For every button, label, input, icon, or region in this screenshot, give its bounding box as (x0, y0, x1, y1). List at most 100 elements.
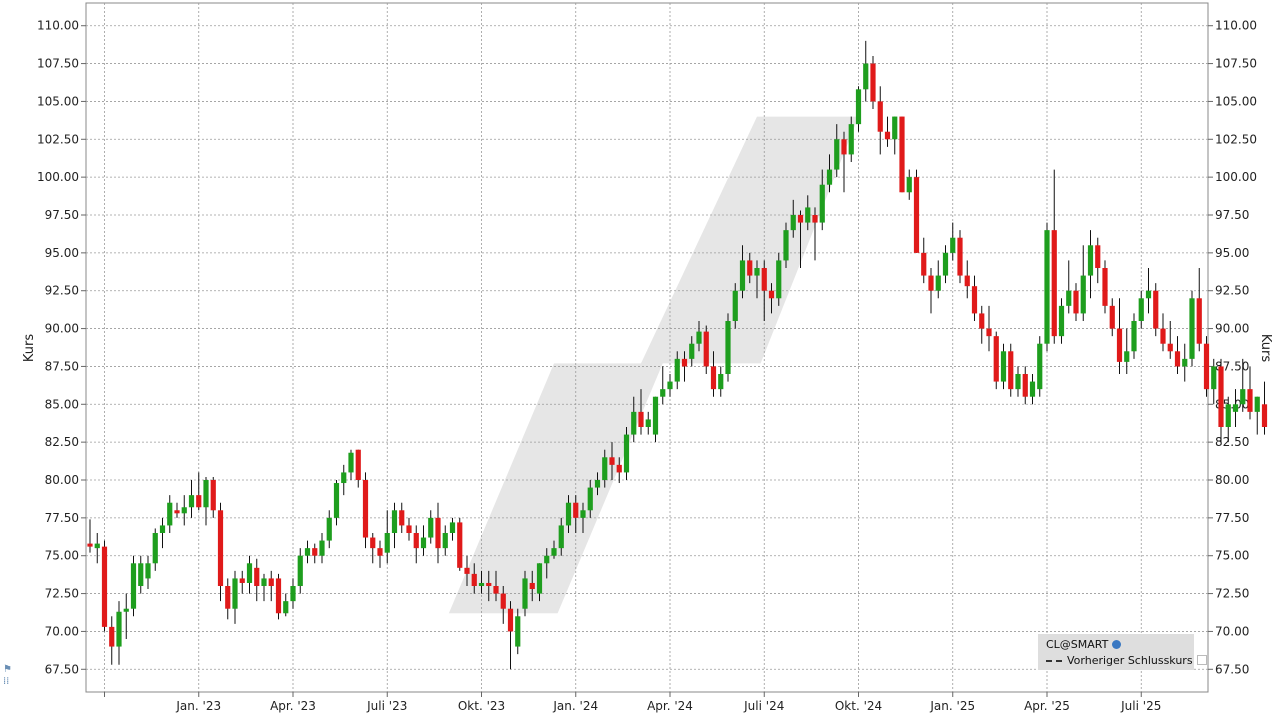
candle-body-up (116, 611, 122, 647)
candle-body-up (776, 260, 782, 299)
candle-body-up (739, 260, 746, 291)
candle-body-down (1022, 374, 1028, 397)
candle-body-down (877, 101, 883, 132)
candle-body-down (399, 510, 405, 526)
candle-body-up (515, 616, 521, 647)
candle-body-down (370, 537, 376, 549)
candle-body-down (616, 464, 622, 473)
candle-body-up (1182, 358, 1188, 367)
x-tick-label: Jan. '23 (175, 699, 221, 713)
candle-body-up (341, 472, 347, 484)
candle-body-down (971, 286, 978, 314)
candle-body-up (544, 555, 550, 564)
x-tick-label: Jan. '24 (552, 699, 598, 713)
candle-body-up (790, 215, 796, 231)
x-tick-label: Okt. '24 (835, 699, 882, 713)
y-tick-label-right: 92.50 (1215, 284, 1249, 298)
candle-body-up (602, 457, 608, 480)
candle-body-up (152, 533, 158, 564)
y-tick-label-right: 70.00 (1215, 624, 1249, 638)
candle-body-down (377, 548, 383, 556)
y-tick-label-left: 102.50 (37, 132, 79, 146)
candle-body-up (1138, 298, 1144, 321)
candle-body-up (1066, 290, 1072, 306)
candle-body-up (834, 139, 840, 170)
candle-body-up (319, 540, 325, 556)
candle-body-down (355, 449, 361, 480)
checkbox-icon[interactable] (1196, 655, 1207, 665)
y-tick-label-right: 97.50 (1215, 208, 1249, 222)
candle-body-up (326, 517, 332, 541)
candle-body-up (587, 487, 593, 511)
candle-body-up (1211, 366, 1217, 390)
candle-body-up (145, 563, 151, 579)
candle-body-down (1196, 298, 1202, 344)
candle-body-down (493, 586, 499, 594)
candle-body-down (1160, 328, 1166, 344)
y-tick-label-left: 100.00 (37, 170, 79, 184)
candle-body-up (855, 89, 862, 125)
candle-body-up (130, 563, 137, 609)
candle-body-up (805, 207, 811, 223)
candle-body-up (391, 510, 398, 533)
candle-body-down (957, 237, 963, 276)
y-axis-title-left: Kurs (22, 334, 37, 362)
candle-body-down (964, 275, 970, 287)
y-tick-label-left: 75.00 (45, 549, 79, 563)
candle-body-up (892, 116, 898, 140)
y-tick-label-right: 82.50 (1215, 435, 1249, 449)
x-tick-label: Okt. '23 (458, 699, 505, 713)
candle-body-down (1167, 343, 1173, 352)
candle-body-up (906, 177, 912, 193)
candle-body-down (196, 495, 202, 508)
y-tick-label-left: 90.00 (45, 322, 79, 336)
candle-body-down (529, 582, 535, 590)
candle-body-up (551, 548, 557, 556)
candle-body-up (631, 411, 637, 435)
candle-body-down (362, 480, 369, 538)
candle-body-up (696, 331, 702, 344)
candle-body-up (1145, 290, 1152, 299)
candle-body-up (1087, 245, 1094, 276)
candle-body-up (1058, 305, 1065, 337)
candle-body-up (167, 502, 173, 526)
candle-body-down (1203, 343, 1210, 390)
chart-legend: CL@SMART Vorheriger Schlusskurs (1038, 634, 1207, 670)
candle-body-up (826, 169, 833, 185)
candle-body-up (848, 124, 854, 155)
dashed-line-icon (1046, 660, 1062, 662)
x-tick-label: Jan. '25 (929, 699, 975, 713)
candle-body-up (1232, 404, 1239, 412)
candle-body-up (123, 608, 129, 612)
y-tick-label-left: 110.00 (37, 19, 79, 33)
x-tick-label: Apr. '23 (270, 699, 316, 713)
candle-body-down (87, 543, 93, 547)
candle-body-up (863, 63, 869, 90)
y-tick-label-left: 95.00 (45, 246, 79, 260)
y-tick-label-right: 95.00 (1215, 246, 1249, 260)
candle-body-down (1073, 290, 1079, 314)
candle-body-up (428, 517, 434, 538)
y-tick-label-right: 90.00 (1215, 322, 1249, 336)
candle-body-up (754, 268, 760, 276)
y-tick-label-left: 107.50 (37, 57, 79, 71)
candle-body-down (913, 177, 920, 253)
candle-body-down (797, 215, 804, 223)
y-tick-label-right: 77.50 (1215, 511, 1249, 525)
candle-body-down (899, 116, 905, 193)
candle-body-down (109, 626, 115, 647)
candle-body-up (232, 578, 238, 609)
candle-body-up (449, 522, 456, 533)
candle-body-down (435, 517, 441, 549)
candle-body-down (486, 582, 492, 586)
y-tick-label-left: 80.00 (45, 473, 79, 487)
candle-body-down (986, 328, 992, 337)
toolbar-icon[interactable]: ⚑ ⁞⁞ (3, 664, 12, 687)
y-tick-label-right: 110.00 (1215, 19, 1257, 33)
candle-body-down (1116, 328, 1123, 362)
candle-body-down (239, 578, 245, 583)
candle-body-down (609, 457, 615, 465)
candle-body-down (413, 533, 419, 549)
candle-body-down (507, 608, 514, 632)
candle-body-up (159, 525, 166, 533)
